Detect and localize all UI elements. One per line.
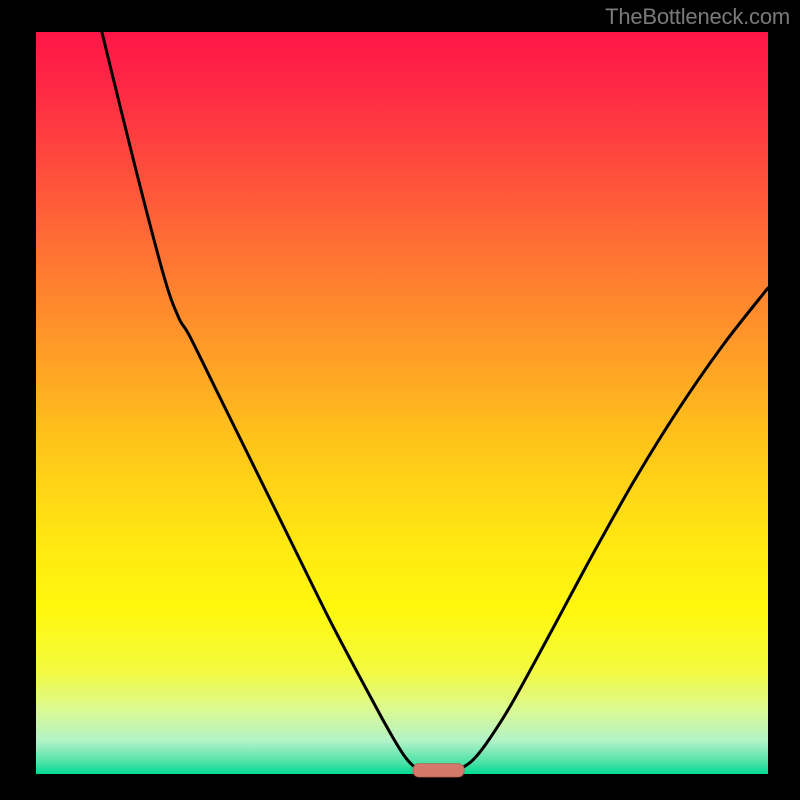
chart-container: TheBottleneck.com — [0, 0, 800, 800]
plot-area — [36, 32, 768, 774]
optimum-marker — [413, 764, 464, 777]
bottleneck-chart — [0, 0, 800, 800]
